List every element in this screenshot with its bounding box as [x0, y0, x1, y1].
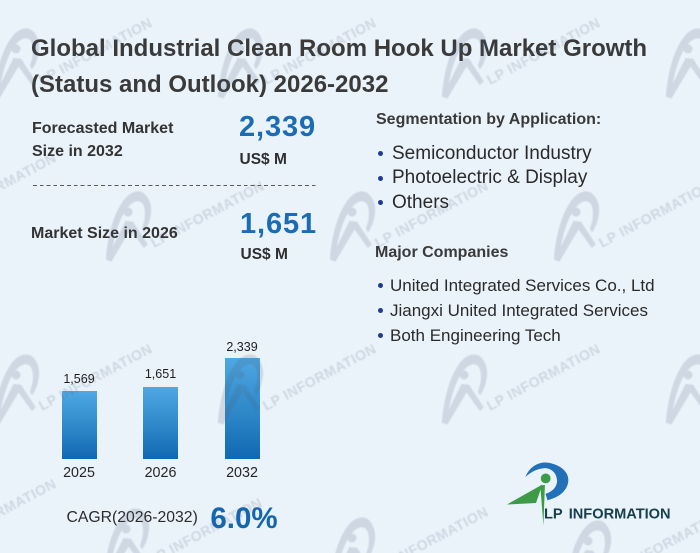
- svg-text:LP INFORMATION: LP INFORMATION: [544, 506, 671, 522]
